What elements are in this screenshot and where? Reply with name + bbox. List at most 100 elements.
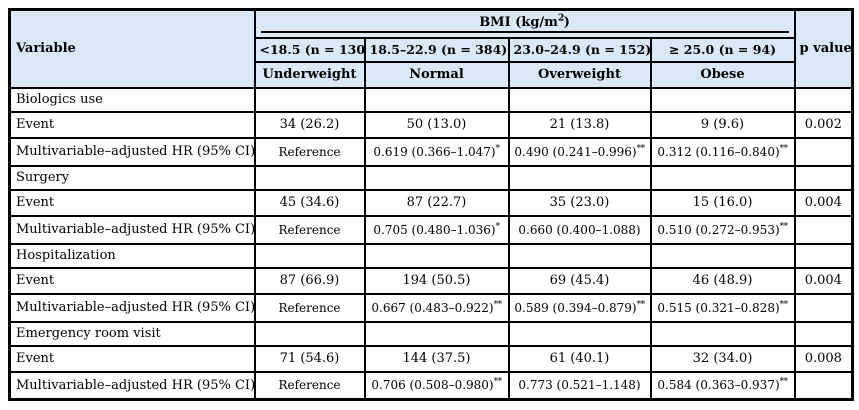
- empty-cell: [793, 86, 854, 113]
- empty-cell: [649, 320, 796, 347]
- hr-label-text: Multivariable–adjusted HR (95% CI): [16, 144, 255, 159]
- section-title: Hospitalization: [8, 242, 256, 269]
- hr-row-biologics-use: Multivariable–adjusted HR (95% CI)a) Ref…: [8, 136, 854, 167]
- event-value: 21 (13.8): [507, 110, 652, 139]
- empty-cell: [507, 320, 652, 347]
- hr-value-text: 0.705 (0.480–1.036): [373, 222, 496, 237]
- col-header-range-underweight: <18.5 (n = 130): [253, 36, 366, 63]
- empty-cell: [363, 320, 510, 347]
- hr-value-text: 0.660 (0.400–1.088): [518, 222, 641, 237]
- event-row-emergency-room-visit: Event 71 (54.6) 144 (37.5) 61 (40.1) 32 …: [8, 344, 854, 373]
- significance-mark: *: [495, 221, 501, 232]
- bmi-spanner-header: BMI (kg/m2): [253, 8, 796, 39]
- event-value: 15 (16.0): [649, 188, 796, 217]
- header-row-ranges: <18.5 (n = 130) 18.5–22.9 (n = 384) 23.0…: [10, 36, 853, 63]
- significance-mark: **: [493, 377, 503, 388]
- significance-mark: **: [636, 143, 646, 154]
- empty-cell: [253, 242, 366, 269]
- p-value-column-header: p value: [793, 8, 854, 89]
- event-row-surgery: Event 45 (34.6) 87 (22.7) 35 (23.0) 15 (…: [8, 188, 854, 217]
- hr-value-text: 0.312 (0.116–0.840): [657, 144, 780, 159]
- section-title: Biologics use: [8, 86, 256, 113]
- section-row-surgery: Surgery: [8, 164, 854, 191]
- empty-cell: [363, 86, 510, 113]
- hr-value-text: 0.589 (0.394–0.879): [514, 300, 637, 315]
- significance-mark: **: [779, 377, 789, 388]
- event-value: 45 (34.6): [253, 188, 366, 217]
- col-header-name-normal: Normal: [363, 60, 510, 89]
- hr-row-surgery: Multivariable–adjusted HR (95% CI)a) Ref…: [8, 214, 854, 245]
- empty-cell: [649, 164, 796, 191]
- empty-cell: [253, 86, 366, 113]
- hr-value-text: Reference: [278, 144, 341, 159]
- hr-value: 0.515 (0.321–0.828)**: [649, 292, 796, 323]
- hr-row-emergency-room-visit: Multivariable–adjusted HR (95% CI)a) Ref…: [8, 370, 854, 401]
- hr-value-text: 0.773 (0.521–1.148): [518, 378, 641, 393]
- bmi-spanner-rule: BMI (kg/m2): [260, 13, 789, 33]
- hr-value: 0.589 (0.394–0.879)**: [507, 292, 652, 323]
- event-row-hospitalization: Event 87 (66.9) 194 (50.5) 69 (45.4) 46 …: [8, 266, 854, 295]
- hr-label-text: Multivariable–adjusted HR (95% CI): [16, 377, 255, 393]
- empty-cell: [363, 242, 510, 269]
- hr-value-text: Reference: [278, 378, 341, 393]
- hr-value: 0.584 (0.363–0.937)**: [649, 370, 796, 401]
- p-value: 0.008: [793, 344, 854, 373]
- empty-cell: [649, 242, 796, 269]
- hr-label: Multivariable–adjusted HR (95% CI)a): [8, 214, 256, 245]
- hr-label-text: Multivariable–adjusted HR (95% CI): [16, 300, 255, 315]
- hr-value-text: 0.706 (0.508–0.980): [371, 378, 494, 393]
- event-value: 9 (9.6): [649, 110, 796, 139]
- hr-value-text: 0.510 (0.272–0.953): [657, 222, 780, 237]
- section-title: Surgery: [8, 164, 256, 191]
- hr-value: 0.619 (0.366–1.047)*: [363, 136, 510, 167]
- table-body: Biologics use Event 34 (26.2) 50 (13.0) …: [8, 86, 854, 401]
- hr-value-text: 0.584 (0.363–0.937): [657, 378, 780, 393]
- event-label: Event: [8, 344, 256, 373]
- significance-mark: **: [779, 143, 789, 154]
- bmi-label-close: ): [563, 14, 570, 30]
- hr-value-text: 0.619 (0.366–1.047): [373, 144, 496, 159]
- empty-cell: [649, 86, 796, 113]
- event-value: 71 (54.6): [253, 344, 366, 373]
- significance-mark: **: [636, 299, 646, 310]
- hr-value: 0.490 (0.241–0.996)**: [507, 136, 652, 167]
- section-row-hospitalization: Hospitalization: [8, 242, 854, 269]
- empty-cell: [253, 164, 366, 191]
- event-value: 61 (40.1): [507, 344, 652, 373]
- table-header: Variable BMI (kg/m2) p value <18.5 (n = …: [8, 8, 854, 89]
- significance-mark: **: [493, 299, 503, 310]
- hr-value-text: 0.515 (0.321–0.828): [657, 300, 780, 315]
- bmi-superscript: 2: [557, 13, 564, 24]
- hr-value-text: 0.490 (0.241–0.996): [514, 144, 637, 159]
- hr-value: 0.705 (0.480–1.036)*: [363, 214, 510, 245]
- section-title: Emergency room visit: [8, 320, 256, 347]
- significance-mark: **: [779, 299, 789, 310]
- hr-value: 0.510 (0.272–0.953)**: [649, 214, 796, 245]
- event-label: Event: [8, 188, 256, 217]
- event-value: 32 (34.0): [649, 344, 796, 373]
- empty-cell: [507, 164, 652, 191]
- hr-value: Reference: [253, 292, 366, 323]
- hr-value: Reference: [253, 136, 366, 167]
- variable-column-header: Variable: [8, 8, 256, 89]
- hr-value-text: Reference: [278, 222, 341, 237]
- event-value: 87 (22.7): [363, 188, 510, 217]
- hr-label-text: Multivariable–adjusted HR (95% CI): [16, 222, 255, 237]
- hr-value-text: 0.667 (0.483–0.922): [371, 300, 494, 315]
- hr-row-hospitalization: Multivariable–adjusted HR (95% CI)a) Ref…: [8, 292, 854, 323]
- empty-cell: [363, 164, 510, 191]
- col-header-range-normal: 18.5–22.9 (n = 384): [363, 36, 510, 63]
- section-row-biologics-use: Biologics use: [8, 86, 854, 113]
- event-value: 87 (66.9): [253, 266, 366, 295]
- event-value: 34 (26.2): [253, 110, 366, 139]
- significance-mark: *: [495, 143, 501, 154]
- p-value: 0.004: [793, 188, 854, 217]
- empty-cell: [507, 86, 652, 113]
- col-header-range-obese: ≥ 25.0 (n = 94): [649, 36, 796, 63]
- col-header-range-overweight: 23.0–24.9 (n = 152): [507, 36, 652, 63]
- hr-value: 0.660 (0.400–1.088): [507, 214, 652, 245]
- p-value-empty: [793, 136, 854, 167]
- event-label: Event: [8, 110, 256, 139]
- col-header-name-obese: Obese: [649, 60, 796, 89]
